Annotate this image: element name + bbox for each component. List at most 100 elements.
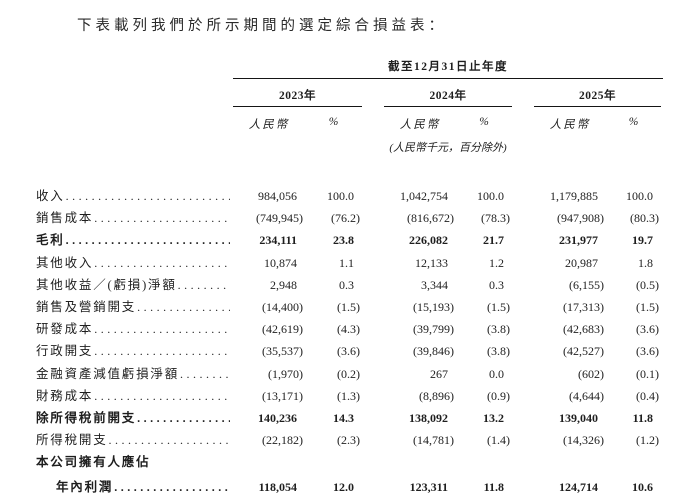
year-header-2024: 2024年 — [384, 87, 512, 107]
table-header: 截至12月31日止年度 2023年 2024年 2025年 人民幣 % 人民幣 … — [233, 58, 663, 155]
value-percent: (3.8) — [487, 322, 510, 337]
row-label: 其他收益／(虧損)淨額 — [36, 274, 233, 293]
value-group-2023年: (22,182) (2.3) — [233, 433, 362, 448]
value-percent: 100.0 — [626, 189, 653, 203]
row-label-text: 其他收益／(虧損)淨額 — [36, 277, 177, 292]
row-label-text: 銷售及營銷開支 — [36, 299, 137, 314]
value-rmb: (816,672) — [407, 211, 454, 226]
value-group-2025年: (4,644) (0.4) — [534, 389, 661, 404]
leader-dots — [178, 278, 230, 293]
value-rmb: 1,042,754 — [400, 189, 448, 203]
value-rmb: 226,082 — [409, 233, 448, 248]
value-rmb: 123,311 — [409, 480, 448, 494]
year-header-row: 2023年 2024年 2025年 — [233, 87, 663, 107]
value-percent: (76.2) — [331, 211, 360, 226]
table-row: 毛利 234,111 23.8 226,082 21.7 231,977 19.7 — [36, 229, 663, 251]
leader-dots — [114, 480, 230, 494]
value-rmb: 139,040 — [559, 410, 598, 425]
value-rmb: 267 — [430, 366, 448, 381]
value-group-2025年: (602) (0.1) — [534, 367, 661, 382]
value-group-2024年: (15,193) (1.5) — [384, 300, 512, 315]
value-group-2024年: 123,311 11.8 — [384, 480, 512, 494]
value-percent: 11.8 — [632, 410, 653, 425]
value-group-2024年: (39,846) (3.8) — [384, 344, 512, 359]
table-row: 銷售成本 (749,945) (76.2) (816,672) (78.3) (947,9… — [36, 207, 663, 229]
value-group-2025年: 1,179,885 100.0 — [534, 189, 661, 204]
value-percent: (0.5) — [636, 277, 659, 292]
value-percent: (78.3) — [481, 211, 510, 226]
table-row: 財務成本 (13,171) (1.3) (8,896) (0.9) (4,644) (0.4… — [36, 385, 663, 407]
value-group-2024年: (39,799) (3.8) — [384, 322, 512, 337]
value-rmb: (14,326) — [563, 433, 604, 448]
value-group-2023年: (42,619) (4.3) — [233, 322, 362, 337]
value-percent: (0.1) — [636, 366, 659, 381]
table-row: 銷售及營銷開支(14,400)(1.5)(15,193)(1.5)(17,313… — [36, 296, 663, 318]
value-group-2025年: 139,040 11.8 — [534, 411, 661, 426]
table-row: 研發成本 (42,619) (4.3) (39,799) (3.8) (42,683) (3… — [36, 318, 663, 340]
value-group-2023年: 118,054 12.0 — [233, 480, 362, 494]
value-rmb: 124,714 — [559, 480, 598, 494]
value-rmb: 138,092 — [409, 410, 448, 425]
subheader-group-2024: 人民幣 % — [384, 116, 512, 132]
value-percent: (80.3) — [630, 211, 659, 226]
value-rmb: 234,111 — [259, 233, 297, 248]
value-percent: (1.4) — [487, 433, 510, 448]
value-group-2025年: (42,527) (3.6) — [534, 344, 661, 359]
leader-dots — [180, 367, 230, 382]
value-rmb: (42,619) — [262, 322, 303, 337]
value-rmb: 140,236 — [258, 410, 297, 425]
table-row: 其他收益／(虧損)淨額 2,948 0.3 3,344 0.3 (6,155) (0.5) — [36, 274, 663, 296]
value-percent: 0.3 — [339, 277, 354, 292]
value-rmb: 118,054 — [258, 480, 297, 494]
value-group-2023年: (35,537) (3.6) — [233, 344, 362, 359]
value-rmb: (749,945) — [256, 211, 303, 226]
value-group-2025年: (947,908) (80.3) — [534, 211, 661, 226]
subheader-group-2025: 人民幣 % — [534, 116, 661, 132]
value-percent: (3.6) — [636, 322, 659, 337]
row-label-text: 收入 — [36, 189, 65, 203]
value-rmb: (22,182) — [262, 433, 303, 448]
value-rmb: (17,313) — [563, 299, 604, 314]
table-row: 收入 984,056 100.0 1,042,754 100.0 1,179,885 100… — [36, 185, 663, 207]
page-title: 下表載列我們於所示期間的選定綜合損益表： — [77, 18, 447, 34]
value-rmb: 1,179,885 — [550, 189, 598, 203]
currency-subheader: 人民幣 — [399, 119, 441, 131]
value-group-2023年: 10,874 1.1 — [233, 256, 362, 271]
value-rmb: (8,896) — [419, 388, 454, 403]
value-percent: 100.0 — [477, 189, 504, 203]
leader-dots — [94, 344, 230, 359]
row-label-text: 本公司擁有人應佔 — [36, 455, 151, 470]
table-row: 年內利潤 118,054 12.0 123,311 11.8 124,714 10.6 — [36, 476, 663, 494]
row-label: 金融資產減值虧損淨額 — [36, 363, 233, 382]
row-label: 年內利潤 — [36, 476, 233, 494]
value-percent: (1.2) — [636, 433, 659, 448]
value-percent: (1.5) — [487, 299, 510, 314]
row-label-text: 銷售成本 — [36, 211, 94, 226]
value-rmb: (42,527) — [563, 344, 604, 359]
value-percent: (0.2) — [337, 366, 360, 381]
value-group-2024年: (8,896) (0.9) — [384, 389, 512, 404]
leader-dots — [94, 256, 230, 271]
value-rmb: (35,537) — [262, 344, 303, 359]
currency-subheader: 人民幣 — [248, 119, 290, 131]
table-row: 行政開支 (35,537) (3.6) (39,846) (3.8) (42,527) (3… — [36, 340, 663, 362]
value-group-2025年: (42,683) (3.6) — [534, 322, 661, 337]
value-percent: (1.5) — [337, 299, 360, 314]
table-row: 所得稅開支(22,182)(2.3)(14,781)(1.4)(14,326)(… — [36, 429, 663, 451]
value-percent: 13.2 — [483, 410, 504, 425]
value-group-2024年: 267 0.0 — [384, 367, 512, 382]
unit-note: (人民幣千元，百分除外) — [389, 142, 507, 154]
value-percent: 1.2 — [489, 255, 504, 270]
column-gap — [512, 87, 534, 107]
row-label-text: 金融資產減值虧損淨額 — [36, 366, 180, 381]
value-rmb: (15,193) — [413, 299, 454, 314]
row-label: 研發成本 — [36, 318, 233, 337]
row-label-text: 其他收入 — [36, 255, 94, 270]
row-label-text: 所得稅開支 — [36, 433, 108, 448]
income-statement-table: 截至12月31日止年度 2023年 2024年 2025年 人民幣 % 人民幣 … — [36, 58, 663, 494]
row-label: 行政開支 — [36, 340, 233, 359]
value-rmb: 231,977 — [559, 233, 598, 248]
value-group-2023年: (749,945) (76.2) — [233, 211, 362, 226]
value-group-2024年: 1,042,754 100.0 — [384, 189, 512, 204]
value-percent: 14.3 — [333, 410, 354, 425]
